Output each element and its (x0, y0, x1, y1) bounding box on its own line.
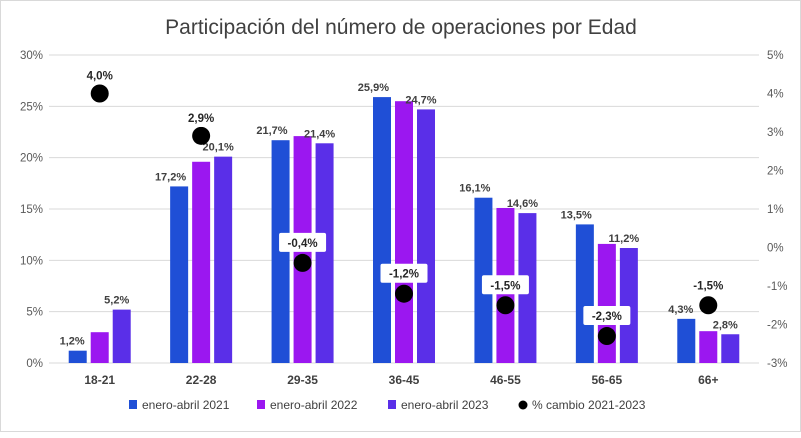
legend: enero-abril 2021 enero-abril 2022 enero-ab… (129, 398, 646, 412)
left-tick-label: 0% (26, 358, 43, 370)
right-tick-label: -3% (767, 358, 787, 370)
bar-56-65-s3 (619, 248, 638, 363)
bar-22-28-s1 (170, 186, 189, 363)
legend-marker (129, 400, 137, 409)
category-label: 66+ (698, 373, 718, 387)
change-dot (293, 253, 312, 272)
category-labels: 18-21 22-28 29-35 36-45 46-55 56-65 66+ (84, 373, 718, 387)
change-dot (395, 284, 413, 303)
category-label: 46-55 (490, 373, 521, 387)
left-tick-label: 25% (20, 101, 43, 113)
chart-title: Participación del número de operaciones … (165, 16, 637, 39)
left-tick-label: 15% (20, 204, 43, 216)
bar-66+-s1 (677, 318, 696, 363)
legend-marker (518, 400, 528, 410)
change-label-box (583, 306, 631, 326)
bars (68, 97, 740, 364)
bar-22-28-s2 (192, 161, 211, 363)
legend-label: enero-abril 2023 (401, 398, 489, 412)
change-dot (192, 126, 211, 145)
right-tick-label: -1% (767, 281, 787, 293)
bar-18-21-s1 (68, 350, 87, 363)
category-label: 36-45 (389, 373, 420, 387)
change-label-box (181, 107, 222, 127)
bar-29-35-s3 (315, 143, 334, 363)
bar-36-45-s2 (395, 101, 413, 363)
left-axis: 0% 5% 10% 15% 20% 25% 30% (20, 50, 43, 370)
change-dot (597, 327, 616, 346)
bar-56-65-s2 (597, 243, 616, 363)
change-dot (90, 84, 109, 103)
right-tick-label: 2% (767, 166, 784, 178)
bar-value-label: 24,7% (405, 94, 436, 106)
bar-value-label: 14,6% (507, 198, 538, 210)
left-tick-label: 20% (20, 153, 43, 165)
bar-data-labels: 1,2% 5,2% 17,2% 20,1% 21,7% 21,4% 25,9% 24,7% 16… (60, 82, 738, 348)
bar-56-65-s1 (575, 224, 594, 363)
bar-36-45-s3 (417, 109, 435, 363)
bar-22-28-s3 (214, 156, 233, 363)
legend-marker (388, 400, 396, 409)
right-tick-label: 0% (767, 243, 784, 255)
change-label-box (481, 275, 529, 295)
change-label-box (380, 263, 428, 283)
bar-value-label: 16,1% (459, 183, 490, 195)
category-label: 56-65 (592, 373, 623, 387)
bar-value-label: 13,5% (561, 209, 592, 221)
right-tick-label: -2% (767, 320, 787, 332)
bar-66+-s3 (721, 334, 740, 363)
bar-66+-s2 (699, 331, 718, 363)
change-label-box (279, 232, 327, 252)
bar-18-21-s2 (90, 332, 109, 363)
right-tick-label: 1% (767, 204, 784, 216)
bar-value-label: 21,7% (256, 125, 287, 137)
bar-value-label: 1,2% (60, 336, 85, 348)
change-label-box (79, 65, 120, 85)
category-label: 18-21 (84, 373, 115, 387)
bar-value-label: 11,2% (609, 233, 640, 245)
bar-value-label: 5,2% (104, 295, 129, 307)
legend-label: % cambio 2021-2023 (532, 398, 646, 412)
bar-18-21-s3 (112, 309, 131, 363)
change-value-label: -0,4% (288, 238, 318, 250)
right-tick-label: 5% (767, 50, 784, 62)
change-value-label: 4,0% (87, 71, 113, 83)
bar-value-label: 2,8% (713, 319, 738, 331)
legend-marker (257, 400, 265, 409)
category-label: 29-35 (287, 373, 318, 387)
right-tick-label: 3% (767, 127, 784, 139)
change-dot (496, 296, 515, 315)
bar-value-label: 20,1% (203, 142, 234, 154)
change-markers: 4,0% 2,9% -0,4% -1,2% -1,5% -2,3% -1,5% (79, 65, 732, 346)
legend-label: enero-abril 2021 (142, 398, 230, 412)
bar-value-label: 4,3% (668, 304, 693, 316)
change-value-label: -1,2% (389, 269, 419, 281)
bar-36-45-s1 (373, 97, 391, 364)
change-value-label: -1,5% (693, 280, 723, 292)
category-label: 22-28 (186, 373, 217, 387)
change-value-label: -1,5% (490, 280, 520, 292)
bar-value-label: 25,9% (358, 82, 389, 94)
legend-label: enero-abril 2022 (270, 398, 358, 412)
change-dot (699, 296, 718, 315)
change-value-label: 2,9% (188, 113, 214, 125)
bar-value-label: 17,2% (155, 171, 186, 183)
bar-value-label: 21,4% (304, 128, 335, 140)
right-tick-label: 4% (767, 89, 784, 101)
change-label-box (684, 275, 732, 295)
left-tick-label: 10% (20, 255, 43, 267)
right-axis: -3% -2% -1% 0% 1% 2% 3% 4% 5% (767, 50, 787, 370)
change-value-label: -2,3% (592, 311, 622, 323)
left-tick-label: 5% (26, 307, 43, 319)
left-tick-label: 30% (20, 50, 43, 62)
